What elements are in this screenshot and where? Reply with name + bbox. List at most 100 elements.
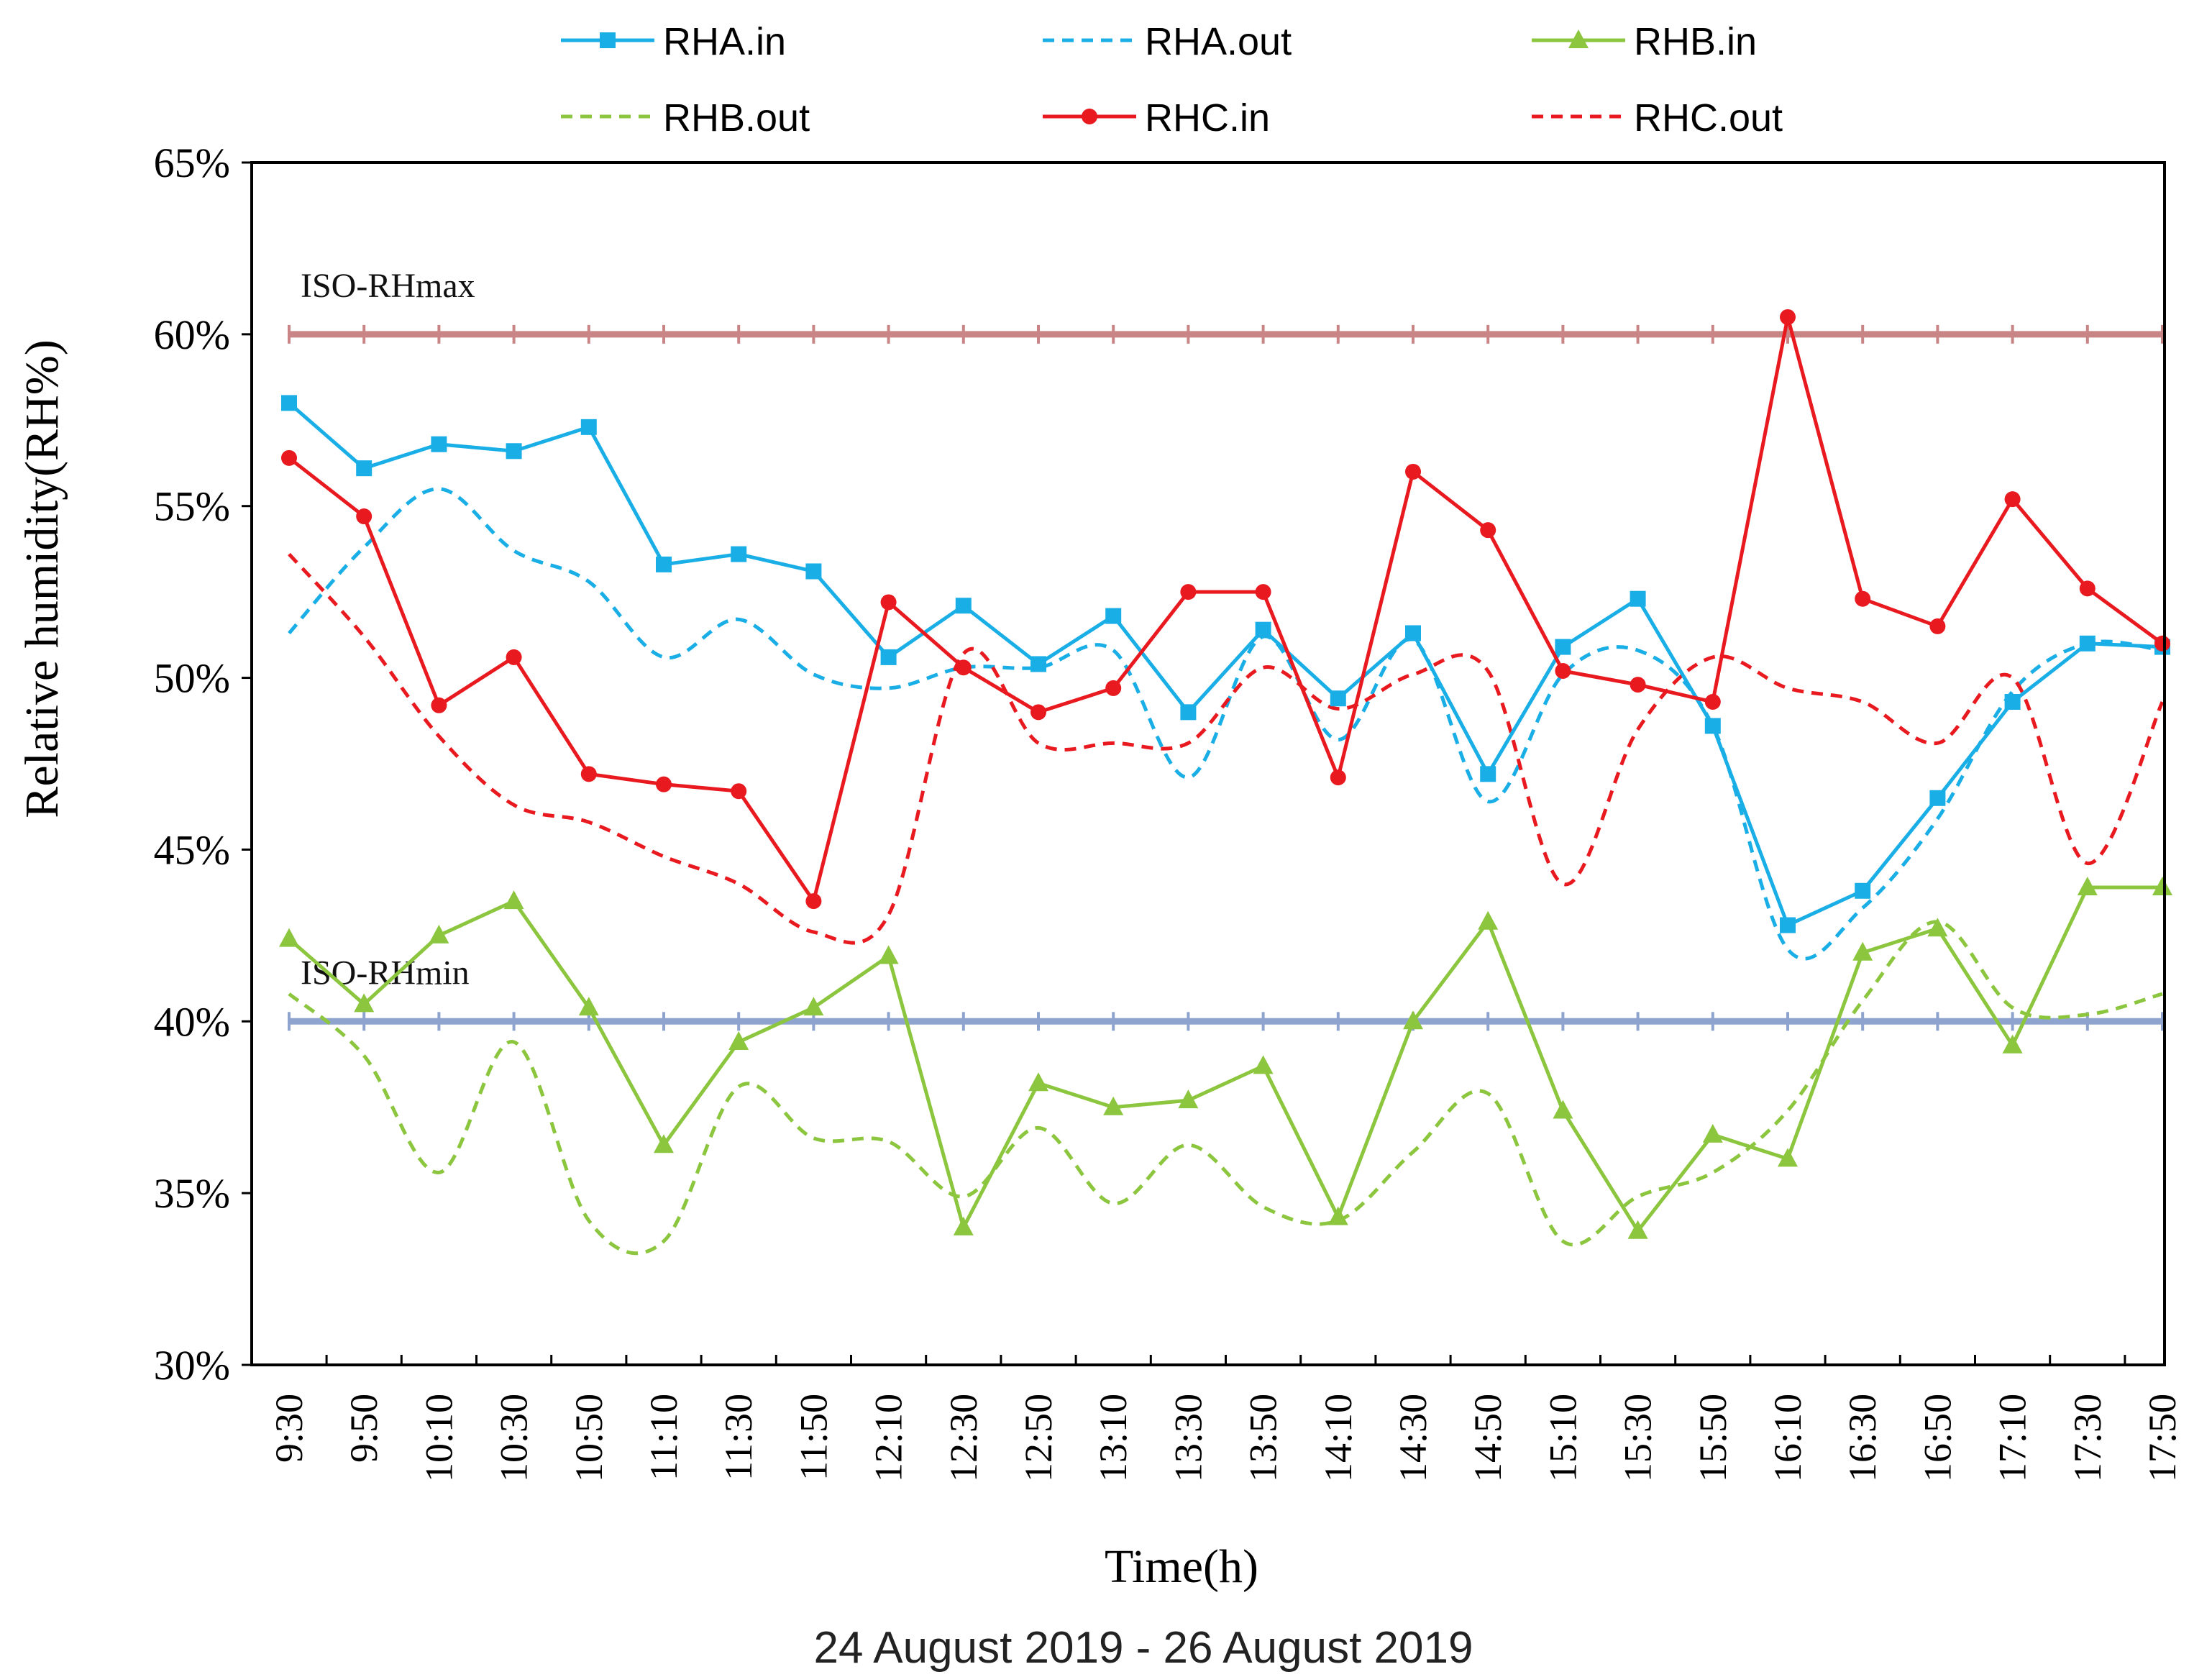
data-point (878, 945, 899, 964)
y-tick-label: 30% (154, 1342, 230, 1389)
data-point (1780, 309, 1796, 325)
y-axis: 30% 35% 40% 45% 50% 55% 60% 65% (154, 140, 252, 1389)
data-point (803, 997, 824, 1016)
data-point (656, 556, 672, 572)
x-tick-label: 16:30 (1841, 1394, 1884, 1482)
legend-marker (1082, 109, 1097, 124)
series-rhc-in (281, 309, 2170, 910)
data-point (2079, 635, 2096, 652)
data-point (1105, 680, 1122, 696)
data-point (354, 993, 375, 1013)
data-point (1405, 463, 1421, 480)
x-tick-label: 14:10 (1317, 1394, 1360, 1482)
data-point (1704, 694, 1721, 710)
legend-item: RHC.in (1043, 96, 1270, 140)
x-tick-label: 10:10 (417, 1394, 460, 1482)
data-point (1178, 1089, 1199, 1109)
data-point (281, 449, 297, 466)
legend-item: RHC.out (1532, 96, 1783, 140)
y-tick-label: 60% (154, 311, 230, 358)
x-tick-label: 16:10 (1766, 1394, 1809, 1482)
x-tick-label: 16:50 (1916, 1394, 1959, 1482)
data-point (2002, 1034, 2023, 1054)
data-point (1403, 1010, 1423, 1030)
data-point (1555, 663, 1571, 680)
data-point (1028, 1072, 1048, 1092)
x-tick-label: 17:30 (2066, 1394, 2109, 1482)
legend-item: RHA.in (561, 20, 786, 63)
data-point (1180, 704, 1197, 721)
data-point (1630, 590, 1646, 607)
legend-item: RHB.in (1532, 20, 1757, 63)
data-point (728, 1031, 749, 1050)
x-tick-label: 10:30 (493, 1394, 536, 1482)
data-point (503, 890, 524, 910)
x-tick-label: 9:50 (342, 1394, 385, 1463)
data-point (578, 997, 599, 1016)
y-tick-label: 35% (154, 1170, 230, 1217)
data-point (1555, 639, 1571, 655)
legend-label: RHA.out (1145, 20, 1292, 63)
series-line (288, 920, 2163, 1256)
y-axis-label: Relative humidity(RH%) (16, 339, 68, 818)
series-layer (279, 309, 2172, 1256)
data-point (1929, 618, 1946, 634)
y-tick-label: 50% (154, 655, 230, 702)
data-point (1030, 704, 1046, 721)
data-point (1330, 769, 1346, 786)
legend-label: RHC.out (1634, 96, 1783, 140)
data-point (1180, 584, 1197, 600)
x-tick-label: 9:30 (268, 1394, 311, 1463)
data-point (356, 460, 373, 477)
data-point (2152, 876, 2172, 895)
data-point (880, 594, 897, 611)
data-point (506, 649, 522, 665)
data-point (2077, 876, 2098, 895)
series-rha-in (281, 395, 2170, 933)
data-point (1480, 522, 1496, 539)
data-point (1105, 608, 1122, 624)
data-point (1627, 1220, 1648, 1239)
data-point (580, 766, 597, 782)
data-point (731, 783, 747, 800)
data-point (2004, 491, 2021, 508)
data-point (279, 928, 299, 947)
legend: RHA.in RHA.out RHB.in RHB.out RHC.in RHC.out (561, 20, 1783, 140)
data-point (805, 893, 822, 910)
x-tick-label: 11:10 (642, 1394, 685, 1481)
x-tick-label: 13:10 (1092, 1394, 1135, 1482)
x-tick-label: 15:50 (1691, 1394, 1735, 1482)
series-rhb-out (288, 920, 2163, 1256)
plot-area (250, 161, 2166, 1366)
data-point (1255, 621, 1271, 638)
data-point (880, 649, 897, 665)
reference-line-label: ISO-RHmax (301, 267, 475, 305)
data-point (1253, 1055, 1274, 1074)
x-tick-label: 17:10 (1991, 1394, 2034, 1482)
data-point (955, 659, 972, 676)
x-tick-label: 12:30 (942, 1394, 985, 1482)
data-point (506, 443, 522, 460)
x-axis-label: Time(h) (1105, 1540, 1258, 1593)
data-point (656, 776, 672, 792)
data-point (1780, 917, 1796, 933)
series-rhc-out (288, 552, 2165, 945)
chart-subtitle: 24 August 2019 - 26 August 2019 (814, 1623, 1473, 1673)
data-point (1478, 910, 1499, 930)
data-point (1553, 1100, 1573, 1119)
data-point (731, 546, 747, 562)
data-point (2079, 580, 2096, 597)
x-tick-label: 10:50 (567, 1394, 611, 1482)
legend-label: RHB.out (663, 96, 810, 140)
x-tick-label: 12:10 (867, 1394, 910, 1482)
series-line (288, 552, 2165, 945)
data-point (1855, 882, 1871, 899)
y-tick-label: 40% (154, 998, 230, 1045)
legend-label: RHA.in (663, 20, 786, 63)
x-tick-label: 12:50 (1017, 1394, 1060, 1482)
data-point (1702, 1123, 1723, 1143)
series-rha-out (288, 487, 2163, 961)
data-point (1855, 590, 1871, 607)
